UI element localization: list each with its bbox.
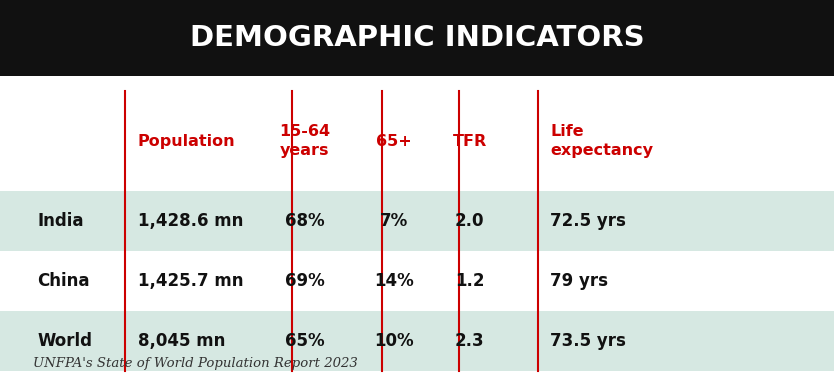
Text: 1,425.7 mn: 1,425.7 mn [138,272,243,290]
Text: 1.2: 1.2 [455,272,485,290]
Text: 2.0: 2.0 [455,212,485,230]
Text: World: World [38,332,93,350]
Text: 14%: 14% [374,272,414,290]
FancyBboxPatch shape [0,311,834,371]
Text: 72.5 yrs: 72.5 yrs [550,212,626,230]
Text: 79 yrs: 79 yrs [550,272,609,290]
Text: 73.5 yrs: 73.5 yrs [550,332,626,350]
FancyBboxPatch shape [0,191,834,251]
Text: 65%: 65% [284,332,324,350]
Text: 7%: 7% [379,212,408,230]
Text: 1,428.6 mn: 1,428.6 mn [138,212,243,230]
Text: Population: Population [138,133,235,149]
Text: Life
expectancy: Life expectancy [550,124,654,158]
Text: 15-64
years: 15-64 years [279,124,330,158]
FancyBboxPatch shape [0,91,834,191]
Text: UNFPA's State of World Population Report 2023: UNFPA's State of World Population Report… [33,357,358,370]
Text: DEMOGRAPHIC INDICATORS: DEMOGRAPHIC INDICATORS [189,24,645,52]
FancyBboxPatch shape [0,0,834,76]
Text: TFR: TFR [452,133,487,149]
Text: 8,045 mn: 8,045 mn [138,332,225,350]
Text: India: India [38,212,84,230]
Text: 2.3: 2.3 [455,332,485,350]
Text: 68%: 68% [284,212,324,230]
FancyBboxPatch shape [0,251,834,311]
Text: China: China [38,272,90,290]
Text: 69%: 69% [284,272,324,290]
Text: 65+: 65+ [376,133,411,149]
Text: 10%: 10% [374,332,414,350]
